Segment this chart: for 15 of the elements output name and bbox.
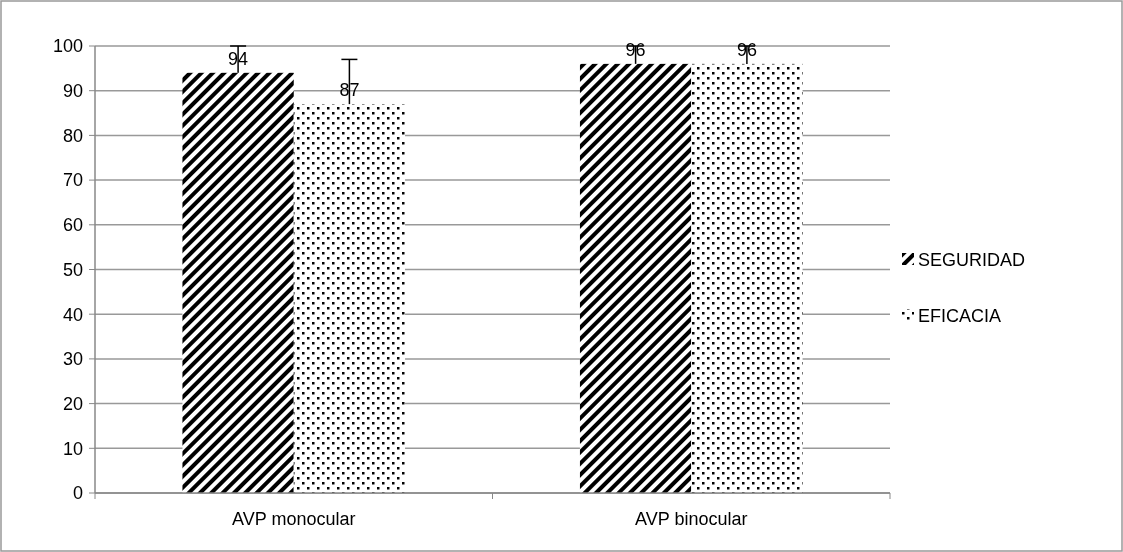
y-tick-label: 80 [62,125,83,146]
y-tick-label: 50 [62,259,83,280]
y-tick-label: 0 [72,483,83,504]
legend-label: SEGURIDAD [918,250,1026,271]
legend-label: EFICACIA [918,306,1002,327]
y-tick-label: 60 [62,215,83,236]
y-tick-label: 10 [62,438,83,459]
y-tick-label: 90 [62,81,83,101]
y-tick-label: 100 [52,36,83,57]
y-tick-label: 30 [62,349,83,370]
x-tick-label: AVP binocular [635,509,748,529]
x-tick-label: AVP monocular [232,509,356,529]
y-tick-label: 70 [62,170,83,191]
y-tick-label: 20 [62,393,83,414]
y-tick-label: 40 [62,304,83,325]
